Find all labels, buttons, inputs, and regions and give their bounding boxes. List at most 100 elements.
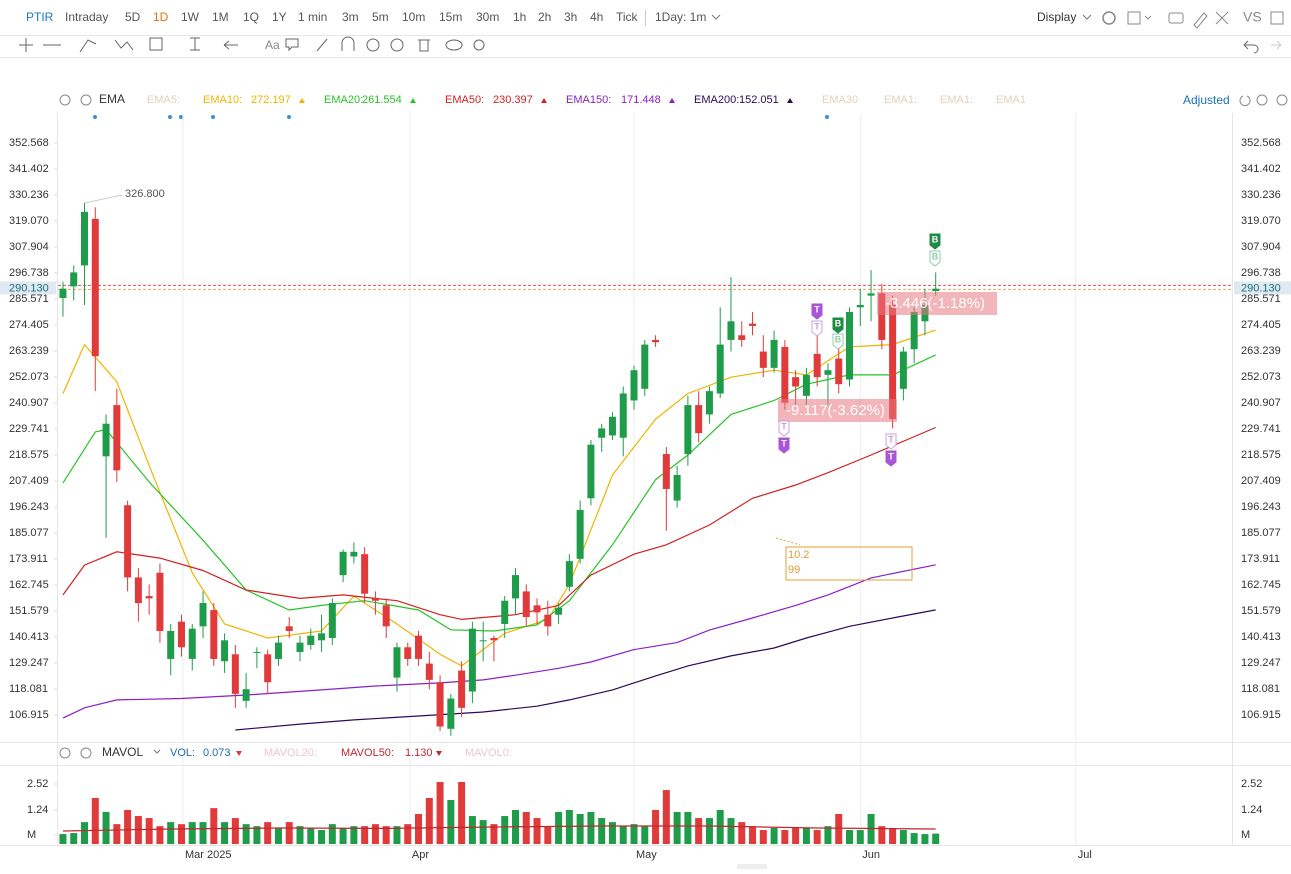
legend-name[interactable]: MAVOL50: — [341, 747, 394, 759]
event-dot[interactable] — [168, 115, 172, 119]
period-button[interactable]: 1W — [181, 10, 200, 24]
delete-tool[interactable] — [418, 39, 430, 52]
volume-bar — [91, 798, 99, 844]
legend-name[interactable]: EMA20: — [324, 94, 363, 106]
legend-inactive[interactable]: EMA1: — [940, 94, 973, 106]
legend-name[interactable]: EMA10: — [203, 94, 242, 106]
legend-inactive[interactable]: MAVOL0: — [465, 747, 512, 759]
trade-marker[interactable] — [885, 450, 897, 467]
wave-tool[interactable] — [114, 39, 134, 51]
undo[interactable] — [1243, 40, 1259, 54]
redo[interactable] — [1271, 40, 1282, 50]
y-tick-label: 218.575 — [9, 449, 49, 461]
text-tool-label[interactable]: Aa — [265, 38, 280, 52]
period-button[interactable]: 2h — [538, 10, 551, 24]
legend-inactive[interactable]: EMA30 — [822, 94, 858, 106]
y-tick-label-right: 274.405 — [1241, 319, 1281, 331]
layout-icon[interactable] — [1127, 11, 1141, 25]
chevron[interactable] — [153, 749, 161, 754]
period-button[interactable]: 1Y — [272, 10, 287, 24]
trade-marker[interactable] — [929, 250, 941, 267]
legend-close[interactable] — [80, 747, 92, 759]
display-button[interactable]: Display — [1037, 10, 1076, 24]
scrollbar[interactable] — [737, 864, 767, 869]
hide-tool[interactable] — [390, 38, 404, 52]
settings-icon[interactable] — [1102, 11, 1116, 25]
trade-marker[interactable] — [778, 420, 790, 437]
leader-line — [84, 194, 123, 204]
symbol[interactable]: PTIR — [26, 10, 54, 24]
magnet-tool[interactable] — [341, 36, 355, 51]
y-tick-label: 307.904 — [9, 241, 49, 253]
period-button[interactable]: 1Q — [243, 10, 259, 24]
compare-button[interactable]: VS — [1243, 9, 1262, 25]
trade-marker[interactable] — [929, 233, 941, 250]
trade-marker[interactable] — [832, 317, 844, 334]
price-label: 290.130 — [9, 282, 49, 294]
period-button[interactable]: 3h — [564, 10, 577, 24]
camera-icon[interactable] — [1168, 12, 1184, 24]
event-dot[interactable] — [287, 115, 291, 119]
fullscreen-icon[interactable] — [1270, 11, 1284, 25]
period-button[interactable]: Tick — [616, 10, 639, 24]
event-dot[interactable] — [179, 115, 183, 119]
volume-bar — [899, 830, 907, 844]
trend-tool[interactable] — [79, 39, 97, 53]
fib-tool[interactable] — [190, 37, 200, 51]
period-button[interactable]: 1D — [153, 10, 169, 24]
adjust-button[interactable]: Adjusted — [1183, 93, 1230, 107]
legend-inactive[interactable]: MAVOL20: — [264, 747, 317, 759]
event-dot[interactable] — [825, 115, 829, 119]
legend-settings[interactable] — [59, 94, 71, 106]
trade-marker[interactable] — [811, 320, 823, 337]
chevron[interactable] — [711, 14, 721, 20]
close-icon[interactable] — [1215, 11, 1229, 25]
legend-inactive[interactable]: EMA1 — [996, 94, 1026, 106]
volume-bar — [662, 790, 670, 844]
ruler-tool[interactable] — [316, 38, 328, 52]
event-dot[interactable] — [211, 115, 215, 119]
volume-bar — [544, 826, 552, 844]
shape-tool[interactable] — [149, 37, 163, 51]
interval-select[interactable]: 1Day: 1m — [655, 10, 706, 24]
volume-bar — [102, 811, 110, 844]
period-button[interactable]: 30m — [476, 10, 499, 24]
period-button[interactable]: 5m — [372, 10, 389, 24]
arrow-tool[interactable] — [223, 40, 238, 50]
legend-inactive[interactable]: EMA5: — [147, 94, 180, 106]
period-button[interactable]: 5D — [125, 10, 141, 24]
period-button[interactable]: 10m — [402, 10, 425, 24]
legend-name[interactable]: EMA50: — [445, 94, 484, 106]
volume-bar — [415, 814, 423, 844]
reset-icon[interactable] — [1239, 95, 1251, 106]
period-button[interactable]: 15m — [439, 10, 462, 24]
legend-name[interactable]: EMA200: — [694, 94, 739, 106]
crosshair-tool[interactable] — [19, 38, 33, 52]
trade-marker[interactable] — [811, 303, 823, 320]
candle-body — [716, 344, 724, 394]
draw-icon[interactable] — [1193, 12, 1208, 29]
period-button[interactable]: 1 min — [298, 10, 327, 24]
lock-tool[interactable] — [366, 38, 380, 52]
trade-marker[interactable] — [885, 433, 897, 450]
legend-name[interactable]: EMA150: — [566, 94, 611, 106]
volume-bar — [274, 827, 282, 844]
period-button[interactable]: 4h — [590, 10, 603, 24]
period-button[interactable]: Intraday — [65, 10, 108, 24]
group-tool[interactable] — [445, 39, 463, 51]
trade-marker[interactable] — [832, 333, 844, 350]
tool-settings[interactable] — [473, 39, 485, 51]
legend-inactive[interactable]: EMA1: — [884, 94, 917, 106]
period-button[interactable]: 1h — [513, 10, 526, 24]
period-button[interactable]: 3m — [342, 10, 359, 24]
note-tool[interactable] — [285, 38, 299, 52]
period-button[interactable]: 1M — [212, 10, 229, 24]
trade-marker[interactable] — [778, 437, 790, 454]
legend-close[interactable] — [80, 94, 92, 106]
add-icon[interactable] — [1276, 94, 1288, 106]
event-dot[interactable] — [93, 115, 97, 119]
legend-settings[interactable] — [59, 747, 71, 759]
candle-body — [318, 633, 326, 641]
minimize-icon[interactable] — [1256, 94, 1268, 106]
y-tick-label: 207.409 — [9, 475, 49, 487]
